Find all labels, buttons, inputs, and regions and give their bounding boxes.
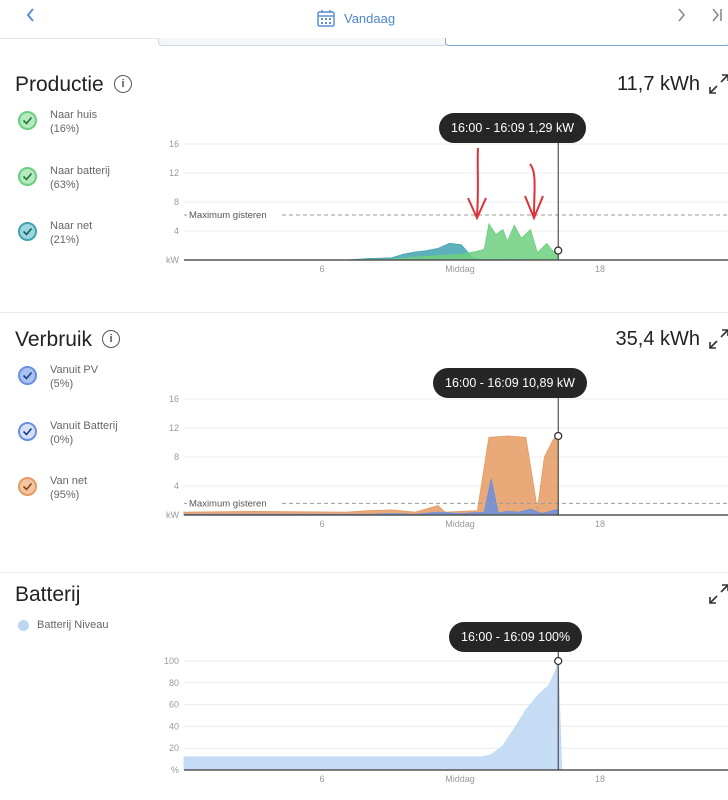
batterij-tooltip: 16:00 - 16:09 100% (449, 622, 583, 652)
reference-label-bg (187, 497, 279, 510)
batterij-expand-icon[interactable] (708, 583, 728, 605)
date-selector[interactable]: Vandaag (316, 7, 395, 29)
legend-label: Vanuit Batterij (0%) (50, 420, 118, 446)
legend-label: Batterij Niveau (37, 619, 109, 631)
y-tick-label: % (171, 765, 179, 775)
y-tick-label: 4 (174, 226, 179, 236)
legend-batterij-niveau[interactable]: Batterij Niveau (18, 619, 109, 631)
legend-label: Vanuit PV (5%) (50, 364, 99, 390)
x-tick-label: Middag (445, 774, 475, 784)
checkbox-icon (18, 111, 37, 130)
verbruik-info-icon[interactable]: i (102, 330, 120, 348)
reference-line-label: Maximum gisteren (189, 210, 267, 221)
y-tick-label: 80 (169, 678, 179, 688)
verbruik-title: Verbruik (15, 328, 93, 351)
y-tick-label: kW (166, 510, 180, 520)
tab-left[interactable] (158, 38, 447, 46)
section-divider (0, 312, 728, 313)
productie-total: 11,7 kWh (617, 73, 700, 95)
batterij-title: Batterij (15, 583, 81, 606)
y-tick-label: kW (166, 255, 180, 265)
verbruik-chart[interactable]: kW 4 8 12 16 Maximum gisteren 6 Middag 18 (160, 391, 728, 531)
checkbox-icon (18, 167, 37, 186)
checkbox-icon (18, 422, 37, 441)
productie-title: Productie (15, 73, 104, 96)
y-tick-label: 4 (174, 481, 179, 491)
x-tick-label: 6 (319, 519, 324, 529)
y-tick-label: 12 (169, 168, 179, 178)
cursor-marker (554, 431, 563, 441)
legend-label: Naar net (21%) (50, 220, 93, 246)
y-tick-label: 16 (169, 139, 179, 149)
skip-to-end-icon (712, 8, 722, 22)
legend-label: Naar huis (16%) (50, 109, 98, 135)
checkbox-icon (18, 222, 37, 241)
previous-day-button[interactable] (24, 6, 38, 29)
y-tick-label: 60 (169, 700, 179, 710)
y-tick-label: 12 (169, 423, 179, 433)
legend-label: Van net (95%) (50, 475, 88, 501)
legend-dot-icon (18, 619, 29, 631)
verbruik-expand-icon[interactable] (708, 328, 728, 350)
checkbox-icon (18, 366, 37, 385)
checkbox-icon (18, 477, 37, 496)
verbruik-total: 35,4 kWh (615, 328, 700, 350)
productie-chart[interactable]: kW 4 8 12 16 Maximum gisteren 6 Middag 18 (160, 136, 728, 276)
reference-line-label: Maximum gisteren (189, 498, 267, 509)
top-bar: Vandaag (0, 0, 728, 39)
section-divider (0, 572, 728, 573)
productie-tooltip: 16:00 - 16:09 1,29 kW (439, 113, 586, 143)
y-tick-label: 100 (164, 656, 179, 666)
legend-naar-huis[interactable]: Naar huis (16%) (18, 108, 158, 140)
reference-label-bg (187, 209, 279, 222)
verbruik-tooltip: 16:00 - 16:09 10,89 kW (433, 368, 587, 398)
legend-naar-batterij[interactable]: Naar batterij (63%) (18, 164, 158, 196)
productie-expand-icon[interactable] (708, 73, 728, 95)
x-tick-label: Middag (445, 264, 475, 274)
x-tick-label: 18 (595, 264, 605, 274)
y-tick-label: 20 (169, 743, 179, 753)
y-tick-label: 16 (169, 394, 179, 404)
x-tick-label: 6 (319, 774, 324, 784)
chevron-right-icon (678, 8, 686, 22)
cursor-marker (554, 656, 563, 666)
view-tabs (158, 38, 728, 47)
series-area (183, 660, 563, 771)
last-day-button[interactable] (708, 6, 726, 29)
legend-van-net[interactable]: Van net (95%) (18, 474, 158, 506)
tab-right[interactable] (445, 38, 728, 46)
next-day-button[interactable] (674, 6, 688, 29)
batterij-chart[interactable]: % 20 40 60 80 100 6 Middag 18 (160, 650, 728, 785)
x-tick-label: 18 (595, 774, 605, 784)
series-area (345, 222, 559, 261)
legend-label: Naar batterij (63%) (50, 165, 110, 191)
calendar-icon (317, 10, 335, 27)
legend-naar-net[interactable]: Naar net (21%) (18, 219, 158, 251)
x-tick-label: Middag (445, 519, 475, 529)
x-tick-label: 18 (595, 519, 605, 529)
productie-info-icon[interactable]: i (114, 75, 132, 93)
legend-vanuit-pv[interactable]: Vanuit PV (5%) (18, 363, 158, 395)
y-tick-label: 40 (169, 721, 179, 731)
date-label: Vandaag (344, 10, 396, 26)
x-tick-label: 6 (319, 264, 324, 274)
y-tick-label: 8 (174, 452, 179, 462)
cursor-marker (554, 246, 563, 255)
y-tick-label: 8 (174, 197, 179, 207)
chevron-left-icon (26, 8, 34, 22)
annotation-arrows (467, 147, 544, 221)
legend-vanuit-batterij[interactable]: Vanuit Batterij (0%) (18, 419, 158, 451)
